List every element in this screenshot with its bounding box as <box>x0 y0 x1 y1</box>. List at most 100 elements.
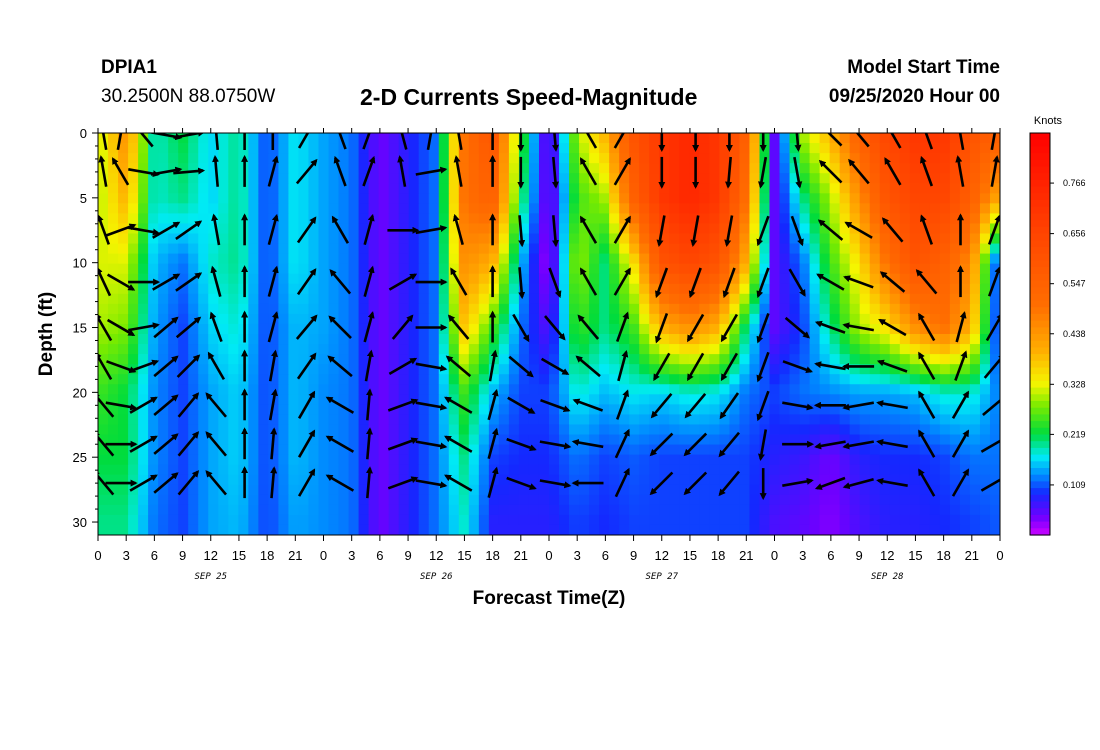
heatmap-cell <box>649 384 660 395</box>
colorbar-segment <box>1030 307 1050 315</box>
colorbar-segment <box>1030 153 1050 161</box>
heatmap-cell <box>178 213 189 225</box>
heatmap-cell <box>418 444 430 456</box>
heatmap-cell <box>218 253 229 265</box>
heatmap-cell <box>488 323 500 335</box>
heatmap-cell <box>228 143 239 154</box>
heatmap-cell <box>488 183 500 194</box>
heatmap-cell <box>118 163 129 174</box>
heatmap-cell <box>478 374 490 385</box>
heatmap-cell <box>318 133 330 144</box>
heatmap-cell <box>719 253 730 265</box>
heatmap-cell <box>478 233 490 245</box>
current-arrow <box>686 313 705 343</box>
heatmap-cell <box>488 303 500 315</box>
heatmap-cell <box>929 133 941 144</box>
heatmap-cell <box>528 193 540 204</box>
heatmap-cell <box>589 394 600 405</box>
heatmap-cell <box>388 354 400 365</box>
heatmap-cell <box>989 203 1000 214</box>
heatmap-cell <box>188 484 199 496</box>
heatmap-cell <box>599 133 610 144</box>
heatmap-cell <box>819 414 831 426</box>
current-arrow <box>724 215 734 247</box>
heatmap-cell <box>929 293 941 305</box>
heatmap-cell <box>969 233 981 245</box>
heatmap-cell <box>909 143 921 154</box>
x-tick-label: 15 <box>683 548 697 563</box>
heatmap-cell <box>669 223 680 235</box>
heatmap-cell <box>839 514 851 526</box>
heatmap-cell <box>549 344 560 355</box>
heatmap-cell <box>128 203 139 214</box>
heatmap-cell <box>549 354 560 365</box>
current-arrow <box>920 155 934 187</box>
heatmap-cell <box>278 434 290 446</box>
heatmap-cell <box>498 504 510 516</box>
heatmap-cell <box>859 384 871 395</box>
heatmap-cell <box>188 344 199 355</box>
heatmap-cell <box>739 153 751 164</box>
current-arrow <box>98 266 112 297</box>
heatmap-cell <box>398 494 410 506</box>
heatmap-cell <box>919 334 931 345</box>
heatmap-cell <box>158 283 169 295</box>
heatmap-cell <box>178 193 189 204</box>
heatmap-cell <box>438 494 450 506</box>
heatmap-cell <box>569 344 580 355</box>
current-arrow <box>613 157 631 186</box>
heatmap-cell <box>538 454 550 466</box>
heatmap-cell <box>829 303 841 315</box>
heatmap-cell <box>839 334 851 345</box>
heatmap-cell <box>288 504 300 516</box>
heatmap-cell <box>889 193 901 204</box>
heatmap-cell <box>128 344 139 355</box>
heatmap-cell <box>358 444 370 456</box>
heatmap-cell <box>839 464 851 476</box>
heatmap-cell <box>559 504 570 516</box>
current-arrow <box>817 219 844 241</box>
heatmap-cell <box>799 354 811 365</box>
heatmap-cell <box>669 414 680 426</box>
heatmap-cell <box>989 504 1000 516</box>
heatmap-cell <box>559 293 570 305</box>
heatmap-cell <box>378 233 390 245</box>
heatmap-cell <box>949 143 961 154</box>
heatmap-cell <box>198 354 209 365</box>
heatmap-cell <box>308 384 320 395</box>
heatmap-cell <box>799 484 811 496</box>
heatmap-cell <box>378 414 390 426</box>
heatmap-cell <box>559 283 570 295</box>
heatmap-cell <box>348 313 360 325</box>
heatmap-cell <box>889 474 901 486</box>
current-arrow <box>426 133 433 151</box>
heatmap-cell <box>258 364 269 375</box>
heatmap-cell <box>458 424 470 436</box>
current-arrow <box>153 472 179 494</box>
heatmap-cell <box>979 494 991 506</box>
heatmap-cell <box>769 494 781 506</box>
heatmap-cell <box>278 344 290 355</box>
heatmap-cell <box>899 494 911 506</box>
heatmap-cell <box>909 313 921 325</box>
heatmap-cell <box>108 354 119 365</box>
heatmap-cell <box>328 243 340 255</box>
heatmap-cell <box>639 364 650 375</box>
heatmap-cell <box>849 183 861 194</box>
heatmap-cell <box>288 454 300 466</box>
heatmap-cell <box>759 303 771 315</box>
heatmap-cell <box>528 424 540 436</box>
heatmap-cell <box>438 233 450 245</box>
heatmap-cell <box>388 193 400 204</box>
heatmap-cell <box>939 213 951 225</box>
current-arrow <box>551 133 559 152</box>
heatmap-cell <box>959 344 971 355</box>
heatmap-cell <box>869 273 881 285</box>
heatmap-cell <box>188 444 199 456</box>
heatmap-cell <box>829 434 841 446</box>
heatmap-cell <box>208 514 219 526</box>
heatmap-cell <box>178 133 189 144</box>
heatmap-cell <box>138 153 149 164</box>
heatmap-cell <box>749 313 761 325</box>
heatmap-cell <box>98 464 109 476</box>
